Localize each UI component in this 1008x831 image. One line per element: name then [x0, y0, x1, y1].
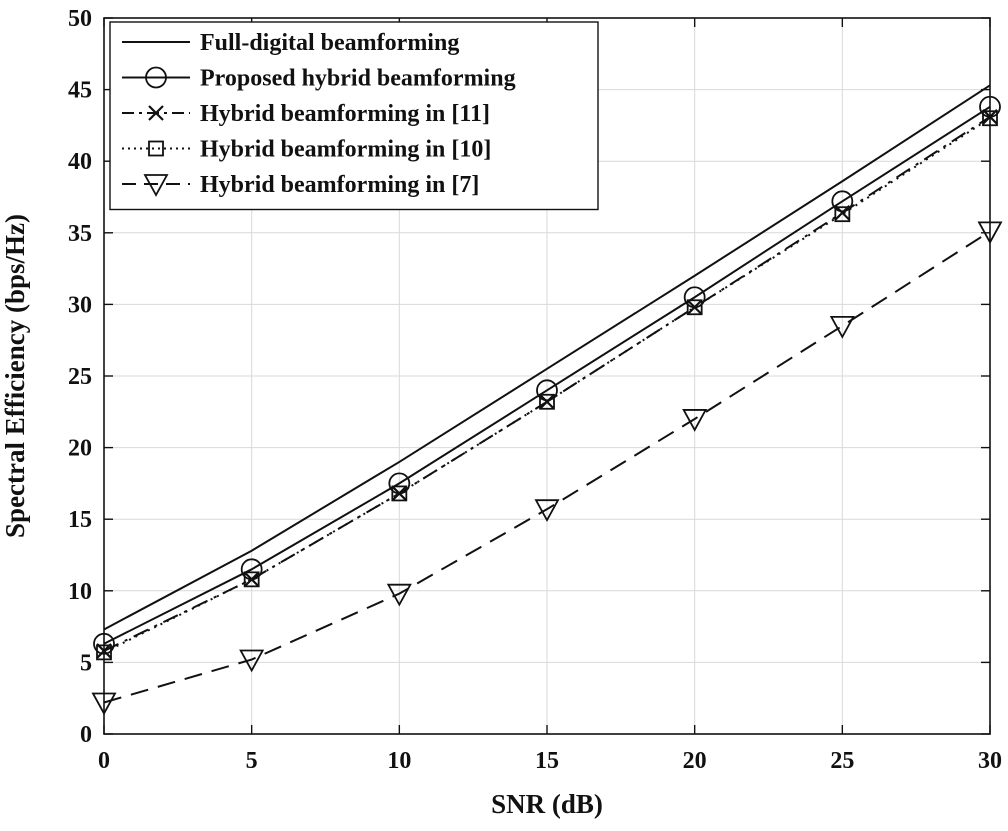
legend-marker-3	[148, 140, 164, 157]
y-tick-label: 30	[68, 292, 92, 318]
series-3-point	[834, 206, 851, 223]
series-4-point	[682, 409, 708, 432]
legend-marker-1	[145, 66, 167, 89]
series-line-1	[103, 105, 991, 645]
axis-label-layer: SNR (dB) Spectral Efficiency (bps/Hz)	[0, 214, 603, 819]
x-tick-label: 25	[830, 748, 854, 774]
series-2-point	[243, 571, 260, 588]
series-2-point	[539, 393, 555, 410]
legend-marker-4	[143, 174, 169, 197]
x-tick-label: 0	[98, 748, 110, 774]
legend-label: Proposed hybrid beamforming	[200, 66, 516, 92]
series-2	[96, 109, 998, 659]
y-tick-label: 10	[68, 579, 92, 605]
legend-label: Hybrid beamforming in [10]	[200, 137, 491, 163]
series-3-point	[686, 299, 703, 316]
y-tick-label: 0	[80, 722, 92, 748]
series-4-point	[829, 315, 855, 339]
y-axis-label: Spectral Efficiency (bps/Hz)	[0, 214, 30, 538]
legend-entry: Proposed hybrid beamforming	[122, 66, 516, 92]
series-4-point	[534, 499, 560, 523]
series-0	[103, 84, 991, 631]
series-layer	[91, 84, 1003, 716]
series-line-0	[103, 84, 991, 631]
x-tick-label: 15	[535, 748, 559, 774]
series-1	[93, 95, 1001, 655]
series-3-point	[539, 393, 555, 410]
series-2-point	[834, 204, 851, 221]
legend-marker-2	[148, 105, 164, 121]
y-tick-label: 45	[68, 78, 92, 104]
legend-box	[109, 21, 599, 211]
y-tick-label: 35	[68, 221, 92, 247]
legend-entry: Full-digital beamforming	[122, 30, 459, 56]
y-tick-label: 50	[68, 6, 92, 32]
legend-entry: Hybrid beamforming in [7]	[122, 172, 479, 198]
legend-label: Hybrid beamforming in [7]	[200, 172, 479, 198]
series-2-point	[686, 299, 703, 316]
series-2-point	[391, 485, 408, 502]
series-4-point	[239, 649, 265, 673]
x-tick-label: 20	[683, 748, 707, 774]
series-3-point	[391, 485, 408, 502]
legend-label: Full-digital beamforming	[200, 30, 459, 56]
legend: Full-digital beamforming Proposed hybrid …	[109, 21, 599, 211]
legend-entry: Hybrid beamforming in [10]	[122, 137, 491, 163]
x-tick-label: 10	[387, 748, 411, 774]
y-tick-label: 15	[68, 507, 92, 533]
y-tick-label: 40	[68, 149, 92, 175]
y-tick-label: 25	[68, 364, 92, 390]
y-tick-label: 5	[80, 650, 92, 676]
legend-entry: Hybrid beamforming in [11]	[122, 101, 490, 127]
series-3-point	[243, 571, 260, 588]
x-tick-label: 30	[978, 748, 1002, 774]
x-axis-label: SNR (dB)	[491, 789, 603, 819]
legend-label: Hybrid beamforming in [11]	[200, 101, 490, 127]
x-tick-label: 5	[246, 748, 258, 774]
y-tick-label: 20	[68, 436, 92, 462]
tick-layer: 0 5 10 15 20 25 30 0 5 10 15 20 25 30 35 40 45 50	[68, 6, 1002, 774]
series-4-point	[386, 583, 412, 607]
series-line-4	[103, 230, 991, 704]
